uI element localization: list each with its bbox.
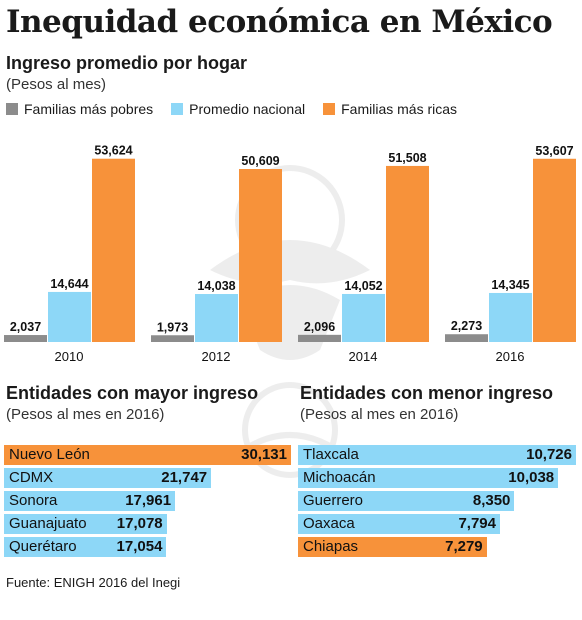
legend-label-national: Promedio nacional bbox=[189, 101, 306, 117]
bar-2012-s2 bbox=[239, 169, 282, 342]
hbar-category-label: Oaxaca bbox=[303, 515, 355, 532]
hbar-value-label: 10,726 bbox=[526, 446, 572, 463]
hbar-2 bbox=[4, 491, 176, 511]
hbar-3 bbox=[298, 514, 500, 534]
hbar-row: Nuevo León 30,131 bbox=[4, 445, 291, 465]
bar-2016-s2 bbox=[533, 158, 576, 342]
hbar-row: Guanajuato 17,078 bbox=[4, 514, 167, 534]
hbar-row: Guerrero 8,350 bbox=[298, 491, 515, 511]
bar-2010-s2 bbox=[92, 158, 135, 342]
bar-label-2014-s1: 14,052 bbox=[344, 279, 382, 293]
bar-label-2014-s2: 51,508 bbox=[388, 151, 426, 165]
hbar-row: CDMX 21,747 bbox=[4, 468, 212, 488]
top-chart-subtitle: Ingreso promedio por hogar bbox=[6, 53, 248, 73]
bar-label-2014-s0: 2,096 bbox=[304, 320, 335, 334]
hbar-value-label: 17,961 bbox=[125, 492, 172, 509]
legend-item-poor: Familias más pobres bbox=[6, 101, 153, 117]
x-tick-label-2012: 2012 bbox=[202, 349, 231, 364]
left-panel-subtitle: Entidades con mayor ingreso bbox=[6, 383, 259, 403]
bar-2010-s1 bbox=[48, 291, 91, 342]
hbar-value-label: 30,131 bbox=[241, 446, 287, 463]
bar-label-2016-s0: 2,273 bbox=[451, 319, 482, 333]
hbar-0 bbox=[4, 445, 291, 465]
hbar-row: Oaxaca 7,794 bbox=[298, 514, 500, 534]
bar-label-2016-s2: 53,607 bbox=[535, 144, 573, 158]
hbar-2 bbox=[298, 491, 515, 511]
legend: Familias más pobres Promedio nacional Fa… bbox=[6, 101, 475, 117]
hbar-value-label: 17,054 bbox=[116, 538, 163, 555]
x-tick-label-2014: 2014 bbox=[349, 349, 378, 364]
hbar-row: Tlaxcala 10,726 bbox=[298, 445, 576, 465]
hbar-category-label: Sonora bbox=[9, 492, 58, 509]
hbar-3 bbox=[4, 514, 167, 534]
lowest-income-chart: Tlaxcala 10,726 Michoacán 10,038 Guerrero 8,3… bbox=[298, 0, 582, 620]
bar-label-2016-s1: 14,345 bbox=[491, 278, 529, 292]
bar-2014-s1 bbox=[342, 293, 385, 342]
right-panel-unit: (Pesos al mes en 2016) bbox=[300, 406, 459, 423]
hbar-1 bbox=[298, 468, 559, 488]
bar-2012-s1 bbox=[195, 294, 238, 342]
legend-swatch-poor bbox=[6, 103, 18, 115]
left-panel-unit: (Pesos al mes en 2016) bbox=[6, 406, 165, 423]
hbar-value-label: 10,038 bbox=[508, 469, 555, 486]
hbar-category-label: CDMX bbox=[9, 469, 54, 486]
bar-label-2010-s2: 53,624 bbox=[94, 144, 132, 158]
bar-label-2010-s1: 14,644 bbox=[50, 277, 88, 291]
bar-2012-s0 bbox=[151, 335, 194, 342]
bar-label-2010-s0: 2,037 bbox=[10, 320, 41, 334]
hbar-category-label: Michoacán bbox=[303, 469, 376, 486]
bar-label-2012-s0: 1,973 bbox=[157, 320, 188, 334]
bar-2016-s1 bbox=[489, 292, 532, 342]
hbar-value-label: 7,279 bbox=[445, 538, 483, 555]
hbar-category-label: Guerrero bbox=[303, 492, 364, 509]
bar-label-2012-s2: 50,609 bbox=[241, 154, 279, 168]
hbar-value-label: 7,794 bbox=[458, 515, 496, 532]
hbar-value-label: 17,078 bbox=[116, 515, 163, 532]
hbar-4 bbox=[4, 537, 167, 557]
hbar-row: Querétaro 17,054 bbox=[4, 537, 167, 557]
hbar-row: Michoacán 10,038 bbox=[298, 468, 559, 488]
bar-2016-s0 bbox=[445, 334, 488, 342]
hbar-category-label: Nuevo León bbox=[9, 446, 90, 463]
hbar-0 bbox=[298, 445, 576, 465]
x-tick-label-2016: 2016 bbox=[496, 349, 525, 364]
bar-label-2012-s1: 14,038 bbox=[197, 279, 235, 293]
highest-income-chart: Nuevo León 30,131 CDMX 21,747 Sonora 17,961 Gu… bbox=[4, 0, 294, 620]
hbar-value-label: 8,350 bbox=[472, 492, 511, 509]
main-title: Inequidad económica en México bbox=[6, 4, 553, 40]
legend-label-poor: Familias más pobres bbox=[24, 101, 154, 117]
right-panel-subtitle: Entidades con menor ingreso bbox=[300, 383, 554, 403]
hbar-category-label: Chiapas bbox=[303, 538, 359, 555]
legend-item-rich: Familias más ricas bbox=[323, 101, 457, 117]
legend-swatch-rich bbox=[323, 103, 336, 115]
hbar-category-label: Querétaro bbox=[9, 538, 77, 555]
hbar-4 bbox=[298, 537, 487, 557]
hbar-value-label: 21,747 bbox=[161, 469, 208, 486]
legend-item-national: Promedio nacional bbox=[171, 101, 305, 117]
hbar-category-label: Tlaxcala bbox=[303, 446, 359, 463]
bar-2014-s0 bbox=[298, 334, 341, 342]
hbar-row: Chiapas 7,279 bbox=[298, 537, 487, 557]
bar-2010-s0 bbox=[4, 335, 47, 342]
x-tick-label-2010: 2010 bbox=[55, 349, 84, 364]
top-chart-unit: (Pesos al mes) bbox=[6, 76, 107, 93]
legend-label-rich: Familias más ricas bbox=[341, 101, 458, 117]
hbar-row: Sonora 17,961 bbox=[4, 491, 176, 511]
hbar-1 bbox=[4, 468, 212, 488]
legend-swatch-national bbox=[171, 103, 184, 115]
grouped-bar-chart: 2,037 14,644 53,624 2010 1,973 14,038 50,609 20… bbox=[4, 144, 576, 364]
bar-2014-s2 bbox=[386, 165, 429, 342]
hbar-category-label: Guanajuato bbox=[9, 515, 87, 532]
source-note: Fuente: ENIGH 2016 del Inegi bbox=[6, 575, 181, 590]
